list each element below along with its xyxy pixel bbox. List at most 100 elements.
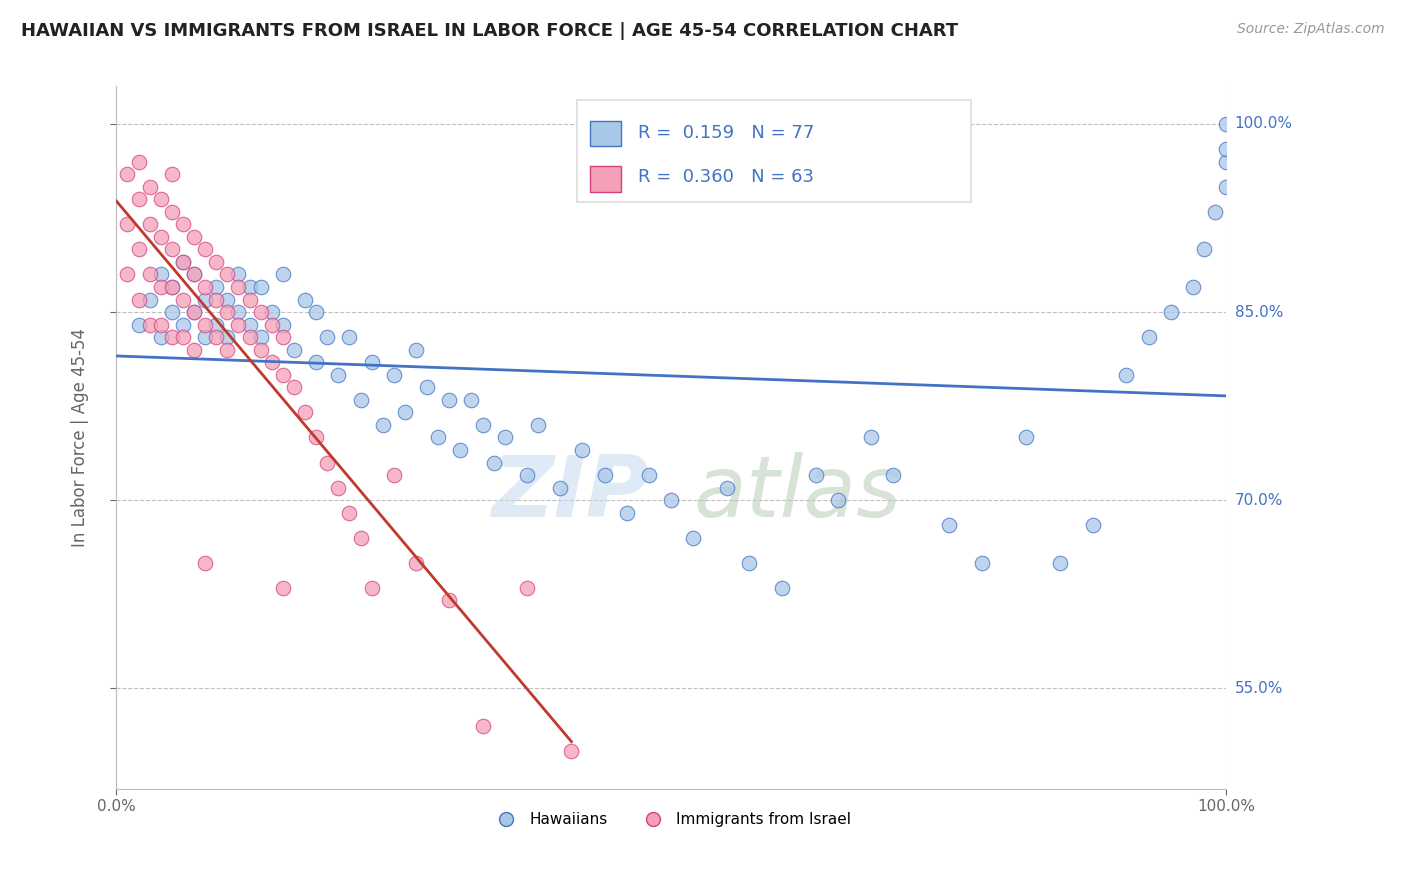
Point: [659, 493, 682, 508]
Point: [138, 293, 160, 307]
Point: [938, 518, 960, 533]
Point: [328, 368, 350, 382]
Point: [205, 255, 228, 269]
Point: [160, 305, 183, 319]
Point: [160, 280, 183, 294]
Point: [128, 154, 150, 169]
Point: [183, 305, 205, 319]
Point: [1015, 430, 1038, 444]
Point: [271, 581, 294, 595]
Point: [294, 293, 316, 307]
Point: [339, 330, 361, 344]
Point: [294, 405, 316, 419]
Point: [827, 493, 849, 508]
Point: [138, 179, 160, 194]
Point: [149, 192, 172, 206]
Text: ZIP: ZIP: [492, 452, 650, 535]
Y-axis label: In Labor Force | Age 45-54: In Labor Force | Age 45-54: [72, 328, 89, 547]
Point: [217, 293, 239, 307]
Point: [238, 293, 260, 307]
Point: [738, 556, 761, 570]
Point: [183, 229, 205, 244]
Point: [1192, 243, 1215, 257]
Point: [1115, 368, 1137, 382]
Point: [860, 430, 883, 444]
Point: [349, 531, 371, 545]
Point: [328, 481, 350, 495]
Text: R =  0.360   N = 63: R = 0.360 N = 63: [638, 168, 814, 186]
Point: [217, 343, 239, 357]
Point: [970, 556, 993, 570]
Point: [172, 318, 194, 332]
Point: [160, 280, 183, 294]
Point: [117, 268, 139, 282]
Point: [560, 744, 582, 758]
Point: [117, 217, 139, 231]
Point: [238, 318, 260, 332]
Point: [427, 430, 450, 444]
Point: [638, 468, 661, 483]
Point: [305, 305, 328, 319]
Point: [882, 468, 904, 483]
Point: [149, 318, 172, 332]
Point: [460, 392, 482, 407]
Point: [183, 268, 205, 282]
Point: [1160, 305, 1182, 319]
Point: [682, 531, 704, 545]
Point: [616, 506, 638, 520]
Point: [205, 280, 228, 294]
Point: [382, 368, 405, 382]
Point: [217, 268, 239, 282]
Text: atlas: atlas: [693, 452, 901, 535]
Text: HAWAIIAN VS IMMIGRANTS FROM ISRAEL IN LABOR FORCE | AGE 45-54 CORRELATION CHART: HAWAIIAN VS IMMIGRANTS FROM ISRAEL IN LA…: [21, 22, 959, 40]
Text: 70.0%: 70.0%: [1234, 492, 1282, 508]
Point: [138, 268, 160, 282]
Point: [260, 305, 283, 319]
Point: [416, 380, 439, 394]
Point: [271, 268, 294, 282]
Point: [439, 593, 461, 607]
Text: 85.0%: 85.0%: [1234, 304, 1282, 319]
Point: [128, 243, 150, 257]
Point: [183, 343, 205, 357]
Point: [471, 719, 494, 733]
Point: [228, 305, 250, 319]
Point: [1215, 154, 1237, 169]
Point: [172, 255, 194, 269]
Point: [316, 456, 339, 470]
Point: [1181, 280, 1204, 294]
Point: [283, 380, 305, 394]
Point: [1215, 117, 1237, 131]
Legend: Hawaiians, Immigrants from Israel: Hawaiians, Immigrants from Israel: [485, 806, 858, 833]
Point: [716, 481, 738, 495]
Point: [138, 217, 160, 231]
Point: [194, 330, 217, 344]
Point: [516, 468, 538, 483]
Point: [128, 318, 150, 332]
Point: [360, 581, 382, 595]
Point: [260, 318, 283, 332]
Point: [305, 430, 328, 444]
Text: 100.0%: 100.0%: [1234, 117, 1292, 131]
Point: [249, 305, 271, 319]
Point: [271, 368, 294, 382]
Point: [194, 280, 217, 294]
Point: [172, 217, 194, 231]
Point: [149, 280, 172, 294]
Point: [405, 343, 427, 357]
Point: [183, 268, 205, 282]
Point: [339, 506, 361, 520]
Point: [149, 330, 172, 344]
Point: [249, 280, 271, 294]
Point: [228, 280, 250, 294]
Point: [172, 330, 194, 344]
Point: [117, 167, 139, 181]
Point: [349, 392, 371, 407]
Point: [205, 330, 228, 344]
Point: [770, 581, 793, 595]
Point: [138, 318, 160, 332]
Point: [238, 280, 260, 294]
Point: [149, 229, 172, 244]
Point: [1215, 179, 1237, 194]
Point: [228, 318, 250, 332]
